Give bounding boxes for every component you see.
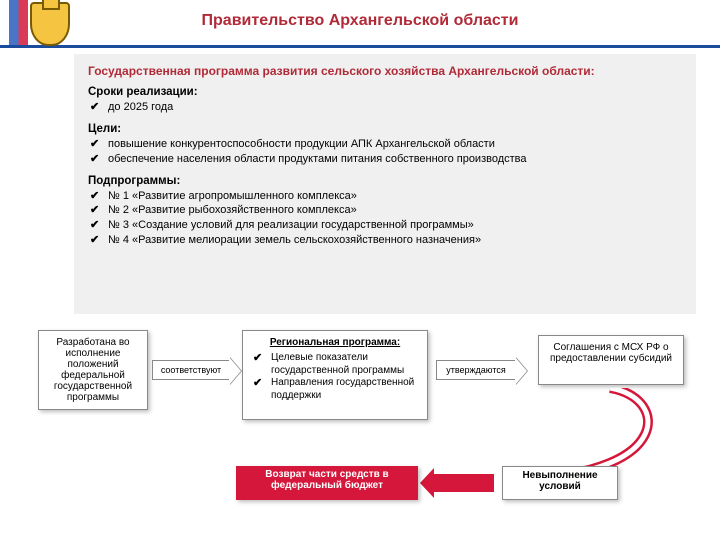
- goals-item: обеспечение населения области продуктами…: [90, 152, 682, 167]
- timing-item: до 2025 года: [90, 100, 682, 115]
- red-arrow-left: [434, 474, 494, 492]
- arrow-approved-label: утверждаются: [446, 365, 506, 375]
- goals-item: повышение конкурентоспособности продукци…: [90, 137, 682, 152]
- box-return-funds-text: Возврат части средств в федеральный бюдж…: [265, 469, 388, 491]
- subprograms-list: № 1 «Развитие агропромышленного комплекс…: [88, 189, 682, 248]
- box-noncompliance-text: Невыполнение условий: [522, 470, 597, 492]
- header-title: Правительство Архангельской области: [0, 12, 720, 30]
- box-regional-program: Региональная программа: Целевые показате…: [242, 330, 428, 420]
- panel-title: Государственная программа развития сельс…: [88, 64, 682, 78]
- subprograms-heading: Подпрограммы:: [88, 175, 682, 187]
- box-developed: Разработана во исполнение положений феде…: [38, 330, 148, 410]
- program-panel: Государственная программа развития сельс…: [74, 54, 696, 314]
- arrow-approved: утверждаются: [436, 360, 516, 380]
- goals-heading: Цели:: [88, 123, 682, 135]
- timing-heading: Сроки реализации:: [88, 86, 682, 98]
- subprogram-item: № 3 «Создание условий для реализации гос…: [90, 218, 682, 233]
- regional-item: Направления государственной поддержки: [253, 377, 419, 402]
- arrow-corresponds: соответствуют: [152, 360, 230, 380]
- box-agreements: Соглашения с МСХ РФ о предоставлении суб…: [538, 335, 684, 385]
- regional-list: Целевые показатели государственной прогр…: [251, 352, 419, 402]
- timing-list: до 2025 года: [88, 100, 682, 115]
- subprogram-item: № 4 «Развитие мелиорации земель сельскох…: [90, 233, 682, 248]
- box-noncompliance: Невыполнение условий: [502, 466, 618, 500]
- box-developed-text: Разработана во исполнение положений феде…: [54, 337, 132, 403]
- subprogram-item: № 2 «Развитие рыбохозяйственного комплек…: [90, 203, 682, 218]
- regional-item: Целевые показатели государственной прогр…: [253, 352, 419, 377]
- header: Правительство Архангельской области: [0, 0, 720, 48]
- box-agreements-text: Соглашения с МСХ РФ о предоставлении суб…: [550, 342, 672, 364]
- subprogram-item: № 1 «Развитие агропромышленного комплекс…: [90, 189, 682, 204]
- box-return-funds: Возврат части средств в федеральный бюдж…: [236, 466, 418, 500]
- arrow-corresponds-label: соответствуют: [161, 365, 221, 375]
- regional-title: Региональная программа:: [251, 337, 419, 348]
- goals-list: повышение конкурентоспособности продукци…: [88, 137, 682, 167]
